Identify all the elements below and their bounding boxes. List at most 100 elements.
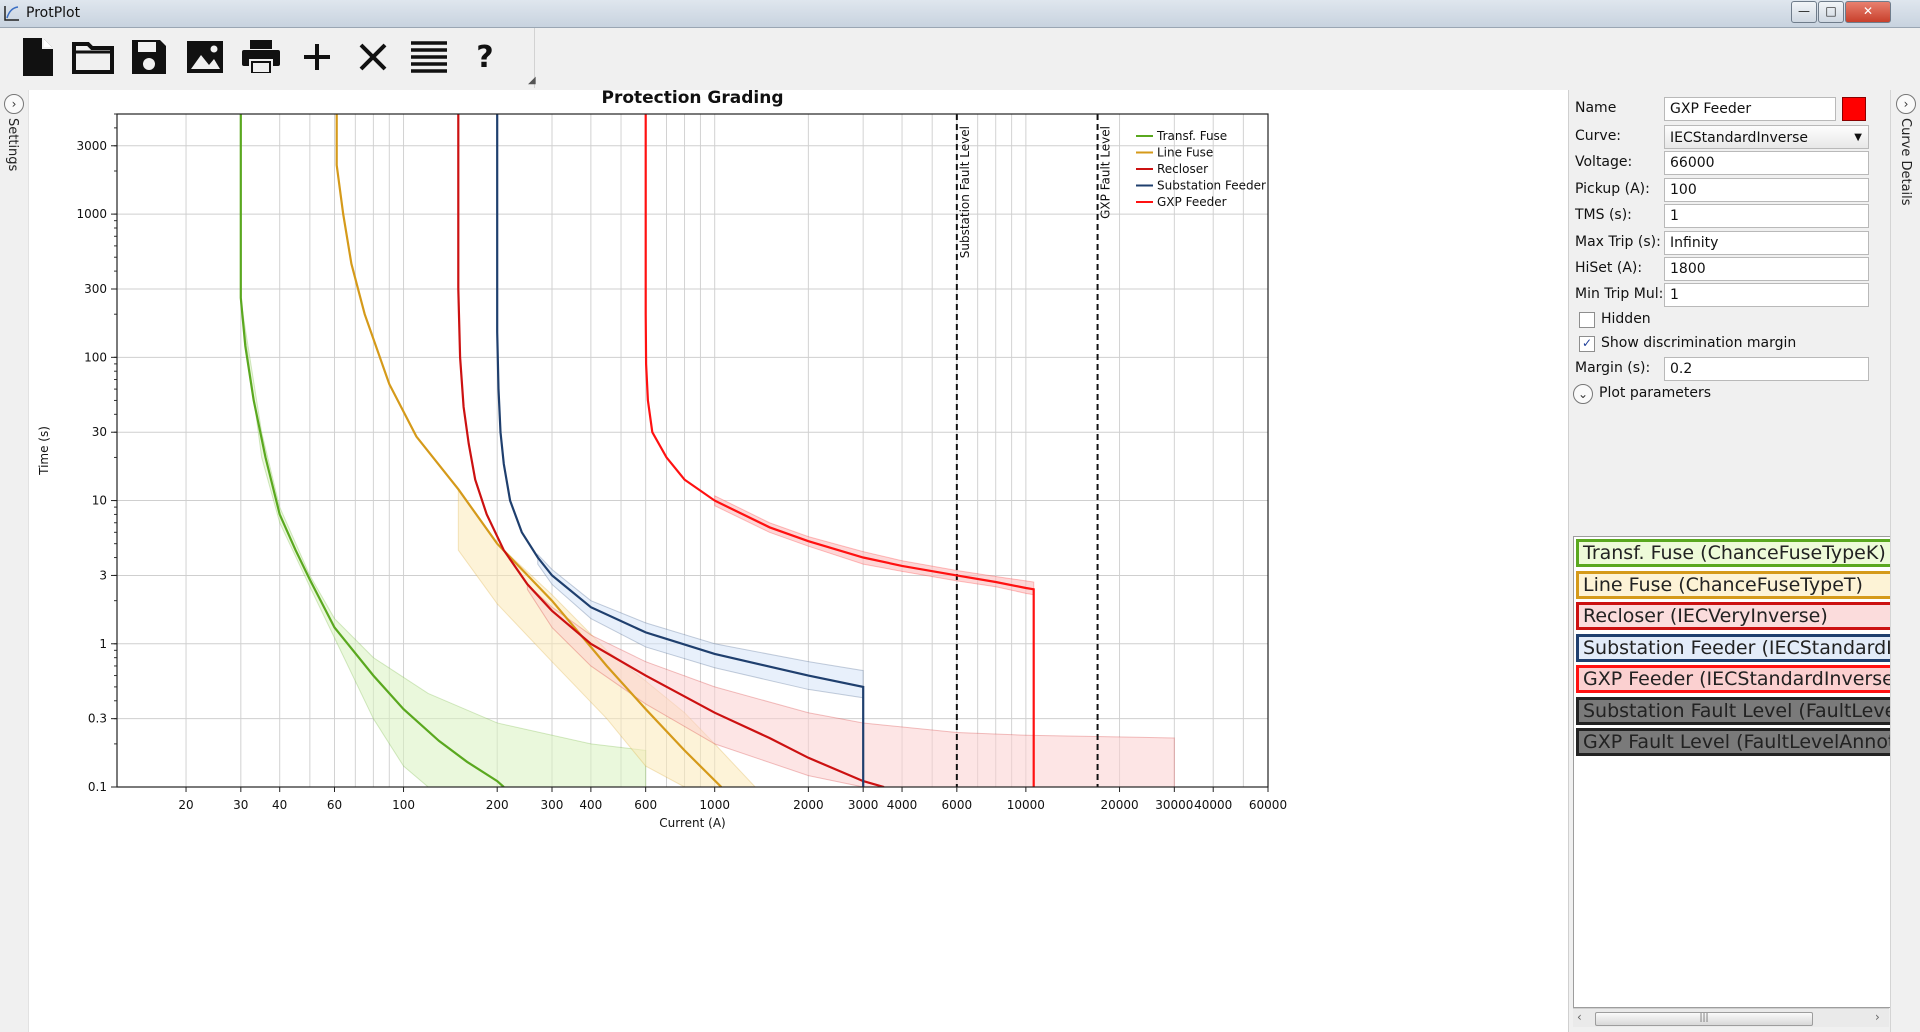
- title-bar: ProtPlot — □ ✕: [0, 0, 1920, 28]
- series-group: [239, 114, 1175, 787]
- x-tick-label: 60: [327, 798, 342, 812]
- chevron-right-icon: ›: [11, 97, 17, 111]
- curve-list-item[interactable]: Substation Feeder (IECStandardInverse): [1576, 633, 1890, 662]
- pickup-field[interactable]: [1664, 178, 1869, 202]
- tms-label: TMS (s):: [1575, 207, 1632, 223]
- legend-label: GXP Feeder: [1157, 195, 1227, 209]
- x-tick-label: 1000: [699, 798, 730, 812]
- app-icon: [4, 6, 19, 21]
- hidden-checkbox[interactable]: [1579, 312, 1595, 328]
- curve-list-item[interactable]: Transf. Fuse (ChanceFuseTypeK): [1576, 539, 1890, 567]
- y-tick-label: 300: [84, 282, 107, 296]
- tms-field[interactable]: [1664, 204, 1869, 228]
- name-field[interactable]: [1664, 97, 1836, 121]
- y-tick-label: 30: [92, 425, 107, 439]
- x-axis-label: Current (A): [659, 816, 725, 830]
- print-button[interactable]: [236, 33, 286, 81]
- delete-icon: [359, 43, 387, 71]
- margin-band: [240, 300, 647, 787]
- open-button[interactable]: [68, 33, 118, 81]
- settings-dock: › Settings: [0, 90, 29, 1032]
- export-image-button[interactable]: [180, 33, 230, 81]
- list-icon: [411, 41, 447, 73]
- curve-type-label: Curve:: [1575, 128, 1622, 144]
- settings-label[interactable]: Settings: [5, 118, 20, 172]
- hiset-label: HiSet (A):: [1575, 260, 1643, 276]
- window-title: ProtPlot: [26, 5, 81, 21]
- save-button[interactable]: [124, 33, 174, 81]
- plot-parameters-toggle[interactable]: ⌄: [1573, 384, 1593, 404]
- voltage-label: Voltage:: [1575, 154, 1633, 170]
- chevron-down-icon: ⌄: [1577, 387, 1589, 401]
- y-axis-label: Time (s): [37, 426, 51, 476]
- chart-title: Protection Grading: [602, 90, 784, 108]
- curve-type-select[interactable]: IECStandardInverse ▼: [1664, 125, 1869, 149]
- protection-grading-chart[interactable]: Substation Fault Level GXP Fault Level 20 3…: [28, 90, 1568, 1032]
- show-margin-checkbox[interactable]: ✓: [1579, 336, 1595, 352]
- x-tick-label: 100: [392, 798, 415, 812]
- list-button[interactable]: [404, 33, 454, 81]
- curve-type-value: IECStandardInverse: [1670, 130, 1809, 146]
- dropdown-arrow-icon: ▼: [1854, 132, 1862, 143]
- x-tick-label: 400: [579, 798, 602, 812]
- minimize-button[interactable]: —: [1791, 1, 1817, 23]
- scrollbar-thumb[interactable]: |||: [1595, 1012, 1813, 1026]
- margin-field[interactable]: [1664, 357, 1869, 381]
- settings-expand-button[interactable]: ›: [4, 94, 24, 114]
- save-icon: [132, 40, 166, 74]
- curve-details-collapse-button[interactable]: ›: [1896, 94, 1916, 114]
- curve-list[interactable]: Transf. Fuse (ChanceFuseTypeK) Line Fuse …: [1573, 536, 1891, 1008]
- curve-list-item[interactable]: Recloser (IECVeryInverse): [1576, 602, 1890, 630]
- scroll-left-icon[interactable]: ‹: [1577, 1010, 1582, 1024]
- pickup-label: Pickup (A):: [1575, 181, 1650, 197]
- delete-button[interactable]: [348, 33, 398, 81]
- fault-level-label: Substation Fault Level: [958, 126, 972, 258]
- help-button[interactable]: ?: [460, 33, 510, 81]
- x-tick-label: 4000: [887, 798, 918, 812]
- curve-list-item[interactable]: GXP Fault Level (FaultLevelAnnotation): [1576, 728, 1890, 756]
- curve-details-label[interactable]: Curve Details: [1898, 118, 1913, 206]
- y-tick-label: 100: [84, 350, 107, 364]
- x-tick-label: 6000: [942, 798, 973, 812]
- curve-list-item[interactable]: Substation Fault Level (FaultLevelAnnota…: [1576, 696, 1890, 725]
- legend-label: Recloser: [1157, 162, 1208, 176]
- curve-color-swatch[interactable]: [1842, 97, 1866, 121]
- curve-list-item[interactable]: GXP Feeder (IECStandardInverse): [1576, 665, 1890, 693]
- curve-details-panel: Name Curve: IECStandardInverse ▼ Voltage…: [1568, 90, 1891, 1032]
- curve-line: [644, 114, 1035, 787]
- min-trip-field[interactable]: [1664, 283, 1869, 307]
- open-folder-icon: [72, 42, 114, 74]
- y-tick-label: 10: [92, 494, 107, 508]
- toolbar-panel: ? ◢: [8, 28, 536, 88]
- x-tick-label: 40: [272, 798, 287, 812]
- maximize-button[interactable]: □: [1818, 1, 1844, 23]
- show-margin-label: Show discrimination margin: [1601, 335, 1797, 351]
- plot-area[interactable]: Substation Fault Level GXP Fault Level 20 3…: [28, 90, 1568, 1032]
- close-window-button[interactable]: ✕: [1845, 1, 1891, 23]
- y-tick-label: 0.1: [88, 780, 107, 794]
- legend-label: Line Fuse: [1157, 146, 1213, 160]
- hiset-field[interactable]: [1664, 257, 1869, 281]
- plot-parameters-label[interactable]: Plot parameters: [1599, 385, 1712, 401]
- voltage-field[interactable]: [1664, 151, 1869, 175]
- legend-label: Substation Feeder: [1157, 179, 1266, 193]
- new-file-button[interactable]: [12, 33, 62, 81]
- toolbar-grip[interactable]: ◢: [528, 75, 536, 86]
- name-label: Name: [1575, 100, 1617, 116]
- curve-list-item[interactable]: Line Fuse (ChanceFuseTypeT): [1576, 570, 1890, 599]
- curve-list-scrollbar[interactable]: ‹ ||| ›: [1573, 1008, 1889, 1027]
- margin-label: Margin (s):: [1575, 360, 1651, 376]
- toolbar: ? ◢: [0, 28, 1920, 90]
- new-file-icon: [23, 38, 53, 76]
- curve-line: [457, 114, 885, 787]
- max-trip-field[interactable]: [1664, 231, 1869, 255]
- legend-label: Transf. Fuse: [1156, 129, 1227, 143]
- scroll-right-icon[interactable]: ›: [1875, 1010, 1880, 1024]
- x-tick-label: 200: [486, 798, 509, 812]
- y-tick-label: 3: [99, 568, 107, 582]
- plot-frame: [116, 113, 1269, 788]
- chevron-right-icon: ›: [1903, 97, 1909, 111]
- x-tick-label: 60000: [1249, 798, 1287, 812]
- add-button[interactable]: [292, 33, 342, 81]
- curve-details-dock: › Curve Details: [1890, 90, 1920, 1032]
